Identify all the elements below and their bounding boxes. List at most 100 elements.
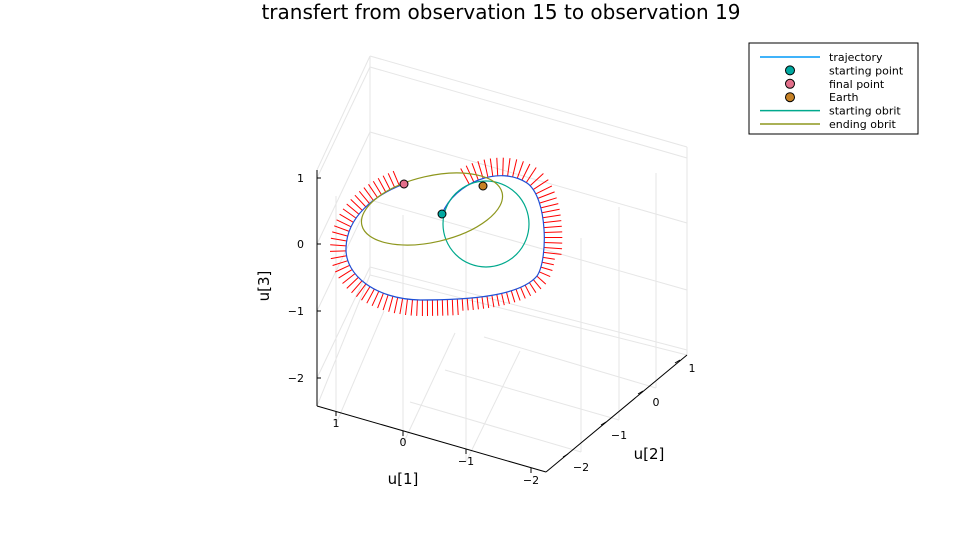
control-arrow <box>382 175 391 191</box>
control-arrow <box>528 282 537 293</box>
grid-line <box>316 274 371 407</box>
control-arrow <box>346 203 360 215</box>
control-arrow <box>544 242 563 244</box>
control-arrow <box>410 299 413 316</box>
control-arrow <box>371 291 380 307</box>
legend-item: starting point <box>785 64 904 77</box>
control-arrow <box>529 173 544 187</box>
x-tick-label: 1 <box>333 417 340 430</box>
x-tick-label: −2 <box>523 474 539 487</box>
control-arrow <box>489 158 494 177</box>
z-axis-label: u[3] <box>255 271 273 302</box>
y-tick-label: 1 <box>689 362 696 375</box>
legend-item: starting obrit <box>760 105 901 118</box>
control-arrow <box>329 250 347 252</box>
control-arrow <box>520 287 526 299</box>
control-arrow <box>366 288 375 304</box>
control-arrow <box>544 231 563 233</box>
control-arrow <box>535 185 553 195</box>
tick-mark <box>562 453 569 458</box>
control-arrow <box>525 167 537 183</box>
starting-point-marker <box>437 209 447 219</box>
control-arrow <box>361 286 371 301</box>
control-arrow <box>483 159 489 178</box>
control-arrow <box>539 197 557 204</box>
control-arrow <box>451 299 454 316</box>
chart-title: transfert from observation 15 to observa… <box>261 0 740 24</box>
legend-item: trajectory <box>760 51 883 64</box>
control-arrow <box>330 244 347 247</box>
control-arrow <box>405 299 408 316</box>
control-arrow <box>354 194 367 208</box>
control-arrow <box>496 294 500 307</box>
x-axis-label: u[1] <box>388 470 419 488</box>
control-arrow <box>541 261 554 266</box>
grid-line <box>369 131 688 224</box>
control-arrow <box>332 260 348 266</box>
grid-line <box>335 310 385 425</box>
control-arrow <box>532 279 542 290</box>
ending-orbit-line <box>360 172 504 246</box>
control-arrow <box>339 213 354 223</box>
z-tick-label: 1 <box>297 172 304 185</box>
control-arrow <box>507 158 511 177</box>
control-arrow <box>471 163 479 181</box>
control-arrow <box>543 247 563 250</box>
x-tick-label: 0 <box>400 436 407 449</box>
control-arrow <box>456 298 459 316</box>
control-arrow <box>387 173 396 189</box>
legend-label: trajectory <box>829 51 883 64</box>
grid-line <box>402 332 456 445</box>
x-tick-label: −1 <box>458 455 474 468</box>
earth-marker <box>478 181 488 191</box>
control-arrow <box>330 237 347 242</box>
control-arrow <box>363 187 374 201</box>
control-arrow <box>543 220 562 224</box>
control-arrow <box>541 208 560 214</box>
legend-label: ending obrit <box>829 118 897 131</box>
control-arrow <box>481 296 485 309</box>
grid-line <box>369 66 688 159</box>
control-arrow <box>350 199 363 211</box>
legend-marker-swatch <box>785 65 795 76</box>
grid-line <box>444 369 620 421</box>
control-arrow <box>382 294 389 311</box>
axes <box>316 170 688 473</box>
control-arrow <box>524 284 532 297</box>
tick-mark <box>637 390 644 395</box>
z-tick-label: −2 <box>288 372 304 385</box>
control-arrow <box>515 289 521 301</box>
legend-marker-swatch <box>785 78 795 89</box>
control-arrow <box>393 297 399 314</box>
grid-line <box>369 55 688 148</box>
control-arrows <box>329 157 563 317</box>
control-arrow <box>342 273 356 284</box>
grid-line <box>369 266 688 351</box>
x-axis-line <box>316 405 547 473</box>
trajectory-line <box>345 175 545 301</box>
control-arrow <box>338 269 353 279</box>
control-arrow <box>460 168 470 185</box>
tick-mark <box>674 359 681 364</box>
z-tick-label: 0 <box>297 238 304 251</box>
control-arrow <box>477 161 484 179</box>
control-arrow <box>486 296 490 309</box>
control-arrow <box>388 296 394 312</box>
starting-orbit-line <box>442 180 530 268</box>
control-arrow <box>543 225 562 229</box>
control-arrow <box>540 203 559 209</box>
control-arrow <box>536 275 547 285</box>
grid-line <box>316 66 371 179</box>
grid-line <box>316 55 371 171</box>
control-arrow <box>516 161 524 179</box>
grid-line <box>316 266 371 379</box>
control-arrow <box>377 178 387 193</box>
control-arrow <box>368 184 378 198</box>
z-tick-label: −1 <box>288 305 304 318</box>
control-arrow <box>532 179 549 191</box>
control-arrow <box>332 231 348 237</box>
legend-label: starting point <box>829 64 904 77</box>
grid-line <box>369 274 688 356</box>
